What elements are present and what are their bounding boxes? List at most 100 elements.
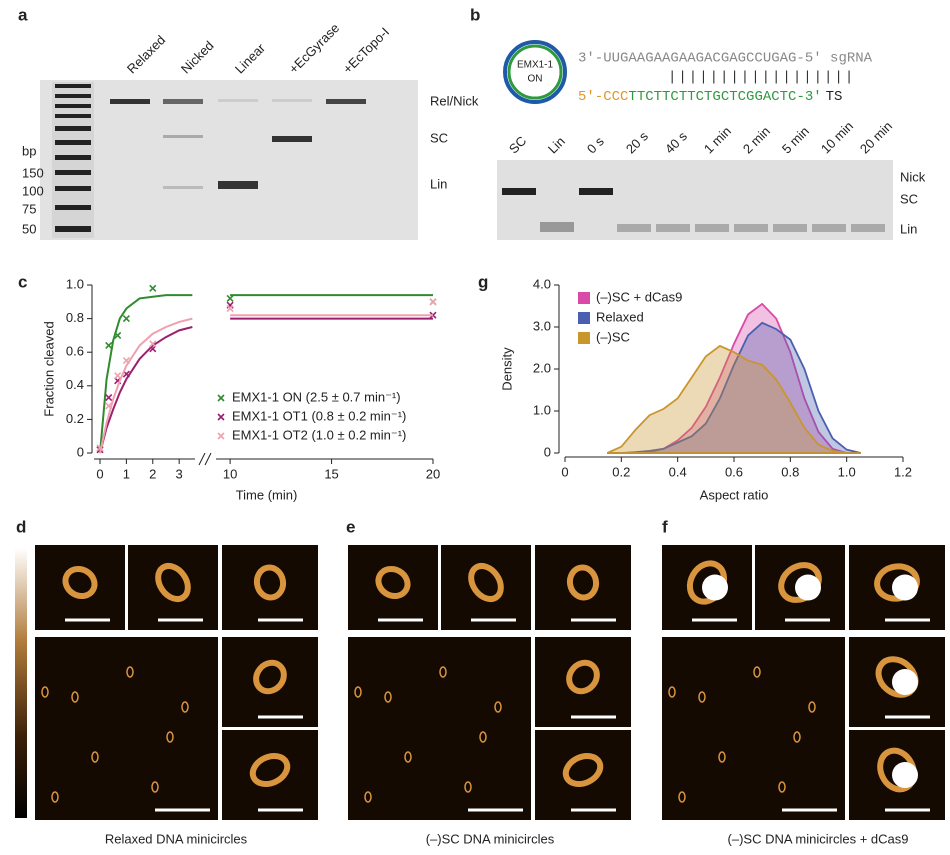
legend-marker <box>217 413 225 421</box>
minicircle <box>793 731 801 743</box>
minicircle <box>91 751 99 763</box>
ladder-label: 100 <box>22 183 44 198</box>
minicircle <box>877 747 917 793</box>
panel-label: f <box>662 517 668 536</box>
panel-label: b <box>470 5 480 24</box>
lane-label: Lin <box>545 134 568 157</box>
minicircle <box>151 781 159 793</box>
panel-label: e <box>346 517 355 536</box>
ladder-bands <box>55 84 91 232</box>
minicircle <box>62 565 98 600</box>
gel <box>40 80 418 240</box>
data-point <box>226 304 234 313</box>
minicircle <box>375 565 411 600</box>
afm-image <box>535 637 631 727</box>
protospacer: TTCTTCTTCTGCTCGGACTC-3′ <box>628 89 821 105</box>
band-label: Lin <box>430 176 447 191</box>
band-label: Nick <box>900 169 926 184</box>
minicircle <box>253 659 287 695</box>
legend-label: (–)SC + dCas9 <box>596 289 682 304</box>
data-point <box>114 372 122 380</box>
y-tick-label: 0 <box>77 444 84 459</box>
lane-label: 40 s <box>662 128 690 156</box>
x-tick-label: 3 <box>176 466 183 481</box>
minicircle <box>562 752 604 788</box>
minicircle <box>166 731 174 743</box>
minicircle <box>566 564 600 601</box>
minicircle <box>41 686 49 698</box>
data-point <box>114 331 122 339</box>
panel-label: a <box>18 5 28 24</box>
lane-label: +EcTopo-I <box>340 24 392 76</box>
x-tick-label: 0 <box>96 466 103 481</box>
data-point <box>149 340 157 348</box>
minicircle <box>155 562 191 603</box>
lane-label: 2 min <box>740 123 773 156</box>
target-strand: 5′-CCCTTCTTCTTCTGCTCGGACTC-3′ TS <box>578 89 842 105</box>
afm-image <box>348 545 438 630</box>
band-label: Rel/Nick <box>430 93 479 108</box>
minicircle <box>439 666 447 678</box>
x-tick-label: 2 <box>149 466 156 481</box>
lane-label: 20 min <box>857 118 895 156</box>
x-tick-label: 0 <box>561 464 568 479</box>
legend-marker <box>217 394 225 402</box>
minicircle <box>364 791 372 803</box>
data-point <box>105 341 113 350</box>
data-point <box>105 402 113 410</box>
x-tick-label: 15 <box>324 466 338 481</box>
x-tick-label: 20 <box>426 466 440 481</box>
minicircle <box>468 562 504 603</box>
band-label: SC <box>430 130 448 145</box>
minicircle <box>404 751 412 763</box>
dcas9 <box>892 574 918 601</box>
circle-label: EMX1-1 <box>517 60 554 71</box>
minicircle <box>479 731 487 743</box>
ladder-unit: bp <box>22 143 36 158</box>
data-point <box>105 393 113 402</box>
minicircle <box>753 666 761 678</box>
dcas9 <box>795 574 821 601</box>
sgrna: 3′-UUGAAGAAGAAGACGAGCCUGAG-5′ sgRNA <box>578 51 873 67</box>
minicircle <box>354 686 362 698</box>
afm-image <box>535 730 631 820</box>
x-tick-label: 1.0 <box>838 464 856 479</box>
ladder-label: 50 <box>22 221 36 236</box>
lane-label: 5 min <box>779 123 812 156</box>
lane-label: SC <box>506 133 529 156</box>
lane-label: 1 min <box>701 123 734 156</box>
data-point <box>122 357 130 365</box>
afm-image <box>128 545 218 630</box>
minicircle <box>71 691 79 703</box>
minicircle <box>503 40 567 104</box>
legend-swatch <box>578 312 590 324</box>
afm-image <box>441 545 531 630</box>
panel-label: d <box>16 517 26 536</box>
y-tick-label: 0.8 <box>66 310 84 325</box>
legend-label: EMX1-1 ON (2.5 ± 0.7 min⁻¹) <box>232 389 401 404</box>
fit-curve <box>99 317 433 454</box>
caption: (–)SC DNA minicircles + dCas9 <box>728 831 909 846</box>
minicircle <box>249 752 291 788</box>
lane-label: 0 s <box>584 133 607 156</box>
y-tick-label: 3.0 <box>533 318 551 333</box>
fit-curve <box>99 294 433 454</box>
lane-label: 10 min <box>818 118 856 156</box>
y-tick-label: 0.4 <box>66 377 84 392</box>
afm-image <box>222 730 318 820</box>
afm-image <box>222 545 318 630</box>
minicircle <box>253 564 287 601</box>
minicircle <box>51 791 59 803</box>
x-tick-label: 1 <box>123 466 130 481</box>
density-area <box>607 321 861 454</box>
x-tick-label: 0.2 <box>612 464 630 479</box>
circle-label: ON <box>528 74 543 85</box>
data-point <box>429 298 437 306</box>
base-pairs: |||||||||||||||||| <box>668 70 855 86</box>
legend-label: Relaxed <box>596 309 644 324</box>
y-tick-label: 0 <box>544 444 551 459</box>
lane-label: +EcGyrase <box>286 20 342 76</box>
y-tick-label: 4.0 <box>533 276 551 291</box>
lane-label: Nicked <box>178 38 217 77</box>
dcas9 <box>702 574 728 601</box>
